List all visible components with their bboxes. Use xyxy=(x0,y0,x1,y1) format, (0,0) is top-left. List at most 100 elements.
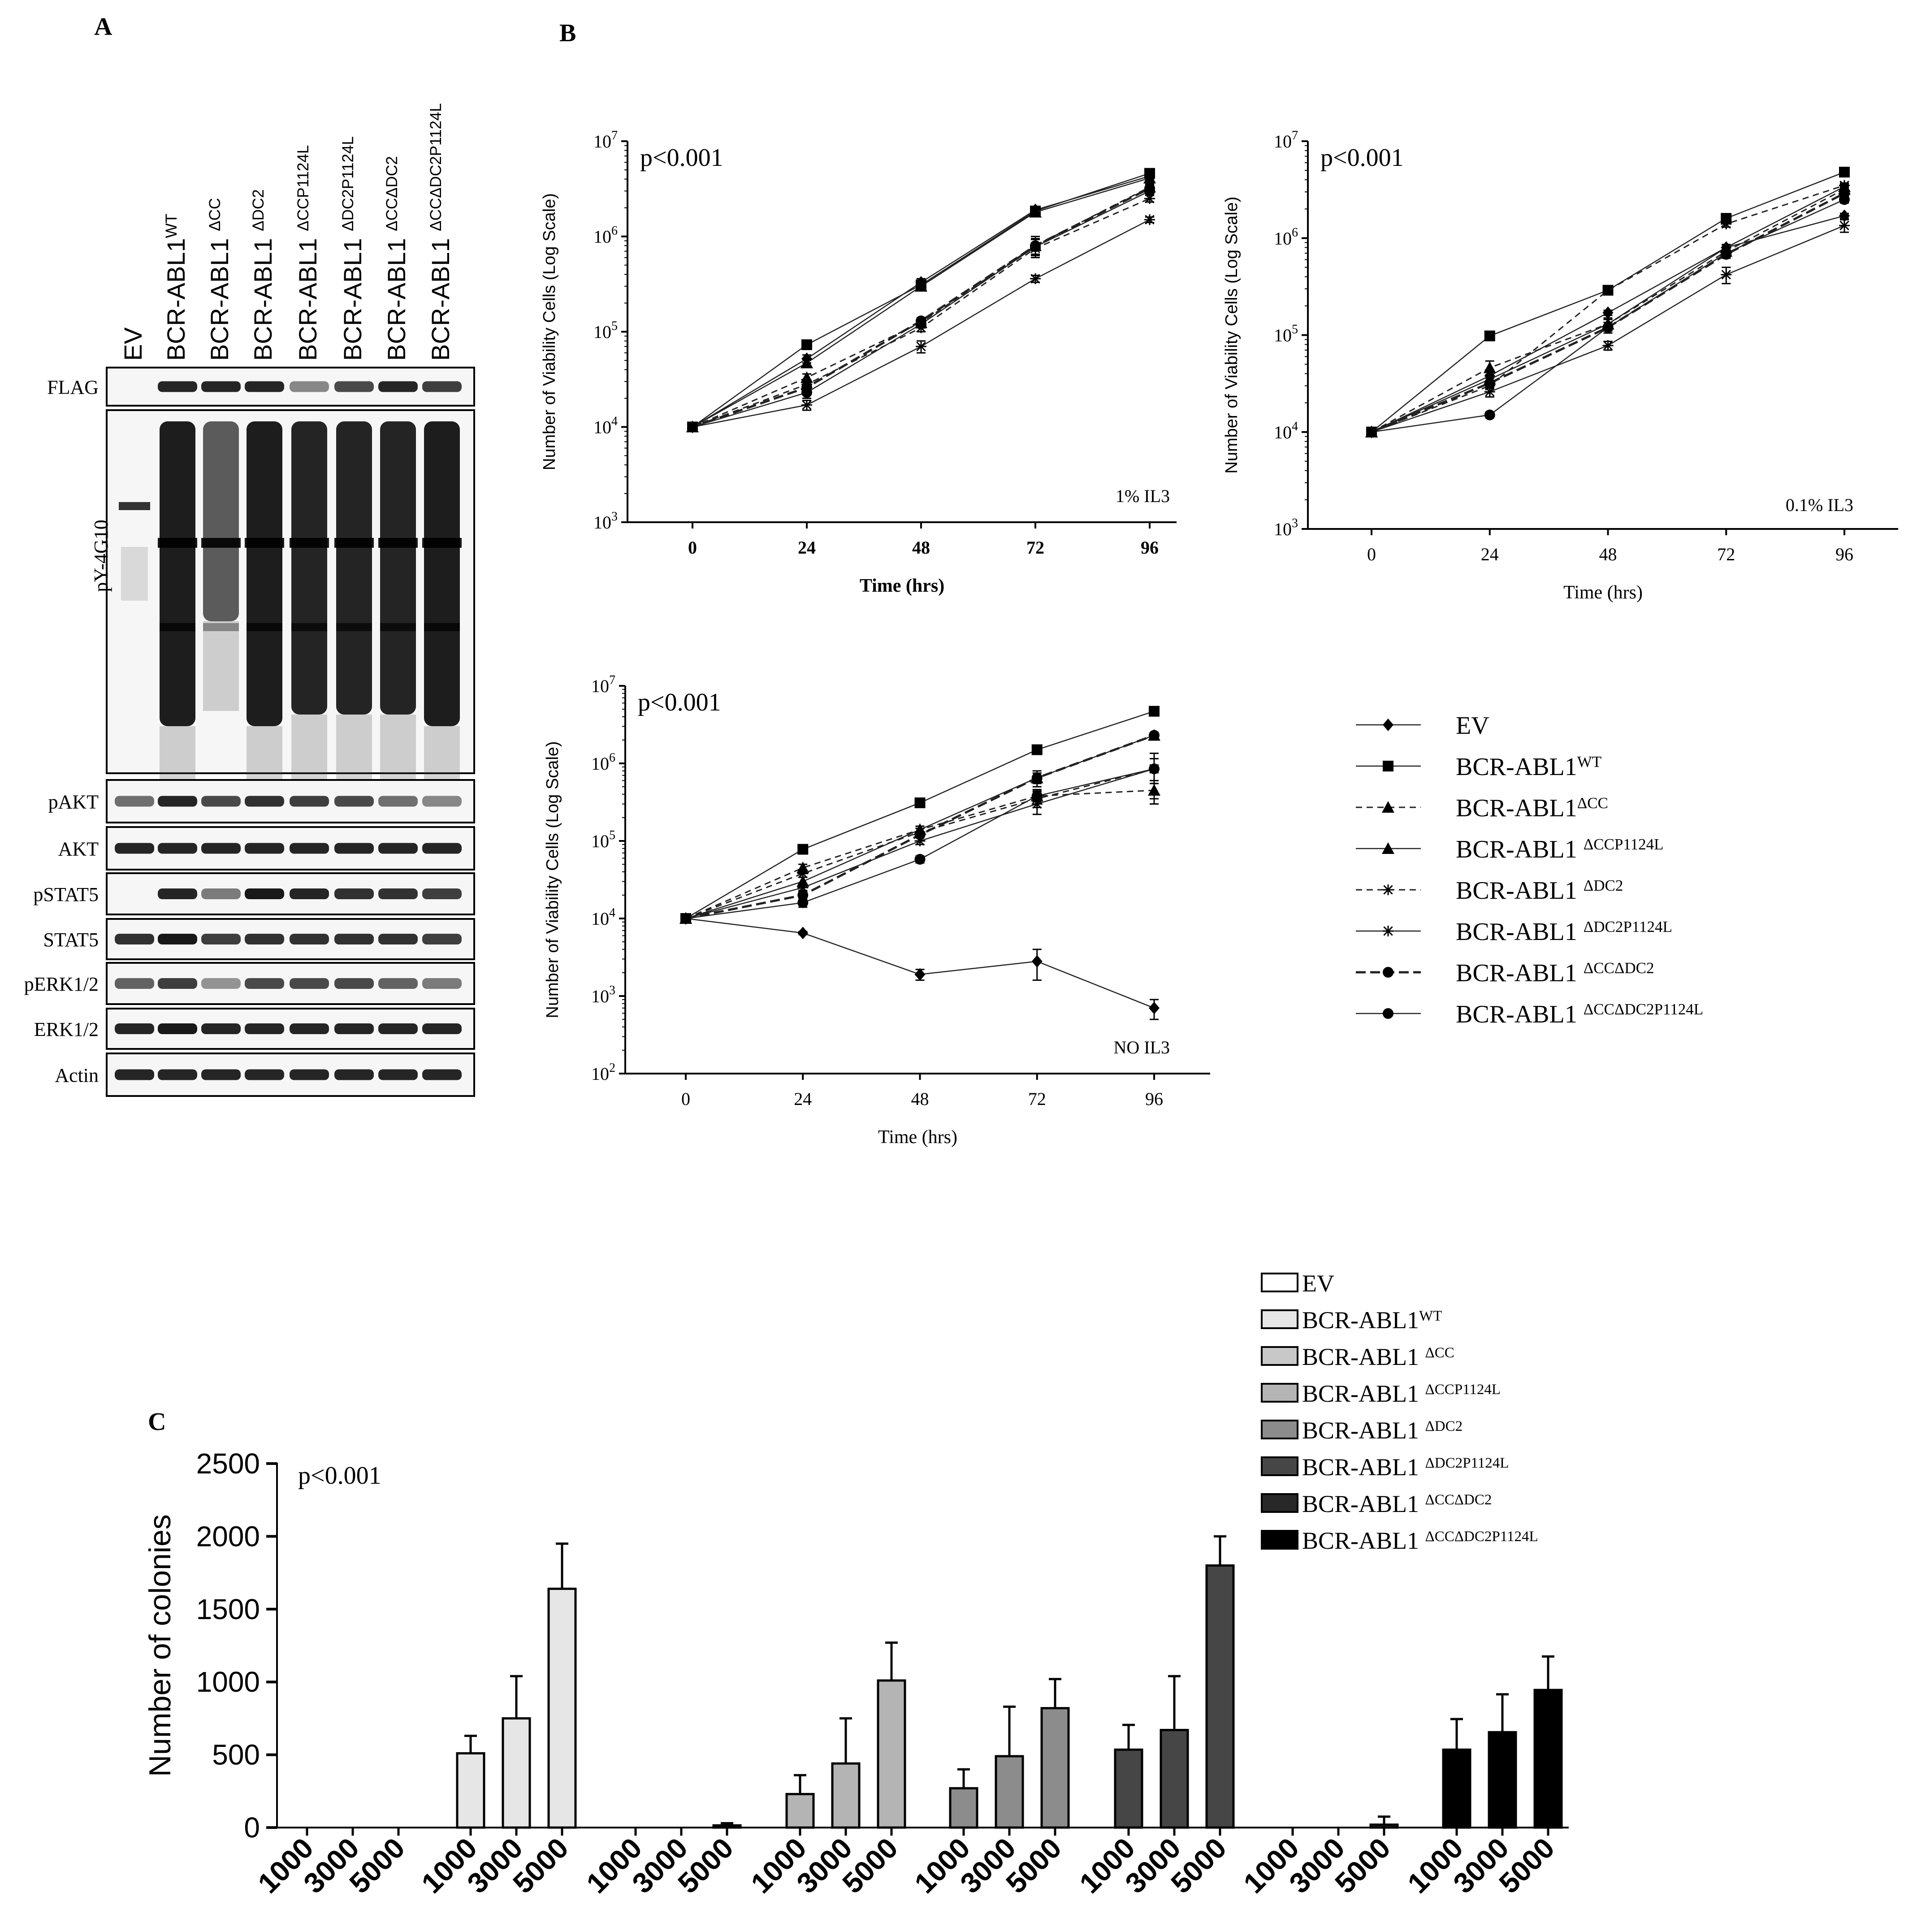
legend-b-label-text: BCR-ABL1 xyxy=(1456,959,1584,987)
blot-band xyxy=(380,623,416,631)
blot-row-label: pY-4G10 xyxy=(90,520,112,592)
blot-lane-label-text: BCR-ABL1 xyxy=(426,231,454,361)
data-point xyxy=(914,829,926,840)
data-point xyxy=(1144,186,1155,197)
blot-band xyxy=(422,888,462,899)
data-point xyxy=(1030,273,1041,284)
data-point xyxy=(801,399,812,411)
blot-lane-label: BCR-ABL1 ΔCCP1124L xyxy=(294,145,322,361)
blot-band xyxy=(290,978,329,989)
x-tick-label: 24 xyxy=(1481,544,1499,564)
blot-lane-label: BCR-ABL1WT xyxy=(162,214,190,361)
legend-b-label-sup: WT xyxy=(1577,753,1601,771)
data-point xyxy=(915,280,927,292)
y-tick-label: 1500 xyxy=(196,1593,260,1625)
legend-b-item: BCR-ABL1ΔCC xyxy=(1356,794,1608,822)
legend-b-label: BCR-ABL1ΔCC xyxy=(1456,794,1608,822)
blot-band xyxy=(334,978,374,989)
blot-band xyxy=(158,796,197,807)
blot-band xyxy=(290,888,329,899)
data-point xyxy=(1839,166,1850,178)
data-point xyxy=(1031,744,1043,755)
blot-lane-label-sup: ΔCCΔDC2 xyxy=(383,156,401,231)
blot-band xyxy=(378,538,418,548)
y-tick-base: 10 xyxy=(593,417,611,438)
y-tick-exp: 7 xyxy=(611,129,618,143)
blot-band xyxy=(334,538,374,548)
legend-swatch xyxy=(1261,1309,1298,1329)
bar xyxy=(877,1679,906,1829)
blot-lane-label: BCR-ABL1 ΔCC xyxy=(205,198,234,361)
blot-band xyxy=(245,381,284,392)
panel-c: C 0 500 1000 1500 2000 2500 Number of colonies… xyxy=(143,1270,1569,1900)
blot-lane-label-sup: ΔDC2P1124L xyxy=(339,136,357,231)
blot-row-pakt: pAKT xyxy=(48,779,475,823)
y-tick-label: 103 xyxy=(1274,516,1298,539)
blot-row-label: pERK1/2 xyxy=(24,973,99,995)
marker-stroke xyxy=(1721,219,1731,229)
blot-lane-label-sup: ΔDC2 xyxy=(250,189,267,231)
y-tick-label: 0 xyxy=(244,1811,260,1844)
legend-c-item: BCR-ABL1 ΔCCΔDC2P1124L xyxy=(1261,1527,1538,1554)
blot-smear xyxy=(203,621,239,711)
y-tick-exp: 4 xyxy=(1292,420,1298,433)
series-7 xyxy=(1366,194,1850,438)
x-tick-label: 24 xyxy=(794,1089,812,1109)
bar xyxy=(785,1793,815,1829)
data-point xyxy=(1839,209,1850,222)
x-tick-label: 0 xyxy=(688,537,697,558)
bar xyxy=(949,1787,978,1829)
legend-c-label-sup: ΔDC2 xyxy=(1425,1418,1463,1434)
blot-band xyxy=(422,934,462,944)
legend-swatch xyxy=(1261,1530,1298,1550)
blot-smear xyxy=(380,421,416,715)
blot-smear xyxy=(203,421,239,621)
blot-row-stat5: STAT5 xyxy=(43,918,475,960)
marker-stroke xyxy=(1145,215,1155,225)
legend-b-label-sup: ΔDC2 xyxy=(1584,877,1623,894)
y-tick-label: 107 xyxy=(1274,129,1298,152)
blot-band xyxy=(158,381,197,392)
blot-band xyxy=(378,1023,418,1034)
legend-swatch xyxy=(1261,1456,1298,1476)
data-point xyxy=(1602,306,1614,319)
data-point xyxy=(1031,790,1043,801)
marker-stroke xyxy=(798,869,808,879)
legend-b-label-text: BCR-ABL1 xyxy=(1456,836,1584,863)
y-tick-label: 107 xyxy=(591,673,615,696)
legend-swatch xyxy=(1261,1420,1298,1439)
series-1 xyxy=(680,706,1160,924)
data-point xyxy=(1029,206,1042,218)
data-point xyxy=(914,968,926,981)
blot-band xyxy=(115,843,154,854)
data-point xyxy=(1602,322,1614,333)
blot-smear xyxy=(160,421,195,726)
bar xyxy=(1488,1731,1517,1829)
marker-stroke xyxy=(1383,926,1393,936)
bar xyxy=(1205,1564,1235,1829)
legend-b-item: BCR-ABL1 ΔDC2 xyxy=(1356,877,1623,905)
y-tick-label: 102 xyxy=(591,1061,615,1084)
blot-band xyxy=(336,623,372,631)
data-point xyxy=(1383,926,1393,936)
marker-stroke xyxy=(802,400,812,410)
x-tick-label: 72 xyxy=(1717,544,1735,564)
x-tick-label: 96 xyxy=(1145,1089,1163,1109)
legend-c-label-text: BCR-ABL1 xyxy=(1302,1417,1425,1444)
legend-b-label-sup: ΔCCΔDC2P1124L xyxy=(1584,1001,1703,1018)
blot-band xyxy=(201,888,241,899)
y-tick-label: 106 xyxy=(591,751,615,774)
y-tick-exp: 4 xyxy=(611,415,618,429)
blot-band xyxy=(201,978,241,989)
data-point xyxy=(1721,269,1732,280)
y-tick-base: 10 xyxy=(1274,422,1292,442)
data-point xyxy=(1383,884,1393,895)
blot-band xyxy=(422,1069,462,1080)
legend-c-item: EV xyxy=(1261,1270,1334,1297)
